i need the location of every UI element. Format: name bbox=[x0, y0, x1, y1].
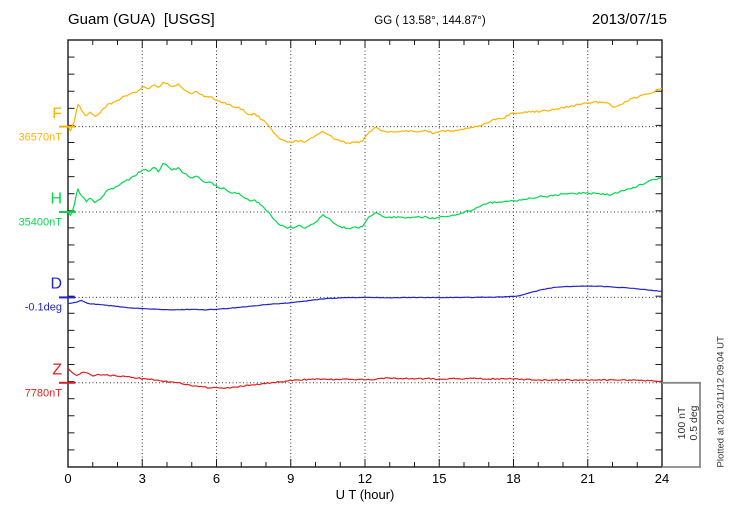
plotted-timestamp-note: Plotted at 2013/11/12 09:04 UT bbox=[715, 336, 727, 468]
channel-letter-F: F bbox=[52, 105, 62, 123]
channel-baseline-F: 36570nT bbox=[18, 131, 62, 144]
x-tick-label-12: 12 bbox=[357, 471, 373, 486]
channel-letter-D: D bbox=[50, 275, 62, 293]
series-D-line bbox=[68, 285, 662, 311]
channel-label-Z: Z 7780nT bbox=[0, 361, 62, 400]
axis-ticks bbox=[68, 40, 662, 467]
channel-letter-H: H bbox=[50, 190, 62, 208]
channel-label-F: F 36570nT bbox=[0, 105, 62, 144]
channel-baseline-D: -0.1deg bbox=[24, 301, 62, 314]
series-Z-line bbox=[68, 367, 662, 389]
x-tick-label-3: 3 bbox=[138, 471, 146, 486]
channel-baseline-H: 35400nT bbox=[18, 216, 62, 229]
gridlines bbox=[68, 40, 662, 467]
x-axis-title: U T (hour) bbox=[335, 487, 395, 502]
station-coordinates: GG ( 13.58°, 144.87°) bbox=[374, 15, 486, 27]
plot-frame bbox=[67, 39, 663, 468]
plot-date: 2013/07/15 bbox=[591, 11, 667, 28]
scale-bar-label: 100 nT 0.5 deg bbox=[676, 405, 700, 441]
channel-baseline-Z: 7780nT bbox=[24, 387, 62, 400]
x-tick-label-24: 24 bbox=[654, 471, 670, 486]
channel-label-H: H 35400nT bbox=[0, 191, 62, 230]
x-tick-label-6: 6 bbox=[212, 471, 221, 486]
series-F-line bbox=[68, 81, 662, 144]
x-tick-label-0: 0 bbox=[64, 471, 72, 486]
scale-bar bbox=[662, 381, 701, 468]
x-tick-label-9: 9 bbox=[287, 471, 295, 486]
series-H-line bbox=[68, 162, 662, 230]
channel-label-D: D -0.1deg bbox=[0, 276, 62, 315]
station-title: Guam (GUA) [USGS] bbox=[68, 11, 215, 28]
x-tick-label-18: 18 bbox=[506, 471, 521, 486]
x-tick-label-15: 15 bbox=[432, 471, 447, 486]
channel-letter-Z: Z bbox=[52, 361, 62, 379]
x-tick-label-21: 21 bbox=[580, 471, 595, 486]
